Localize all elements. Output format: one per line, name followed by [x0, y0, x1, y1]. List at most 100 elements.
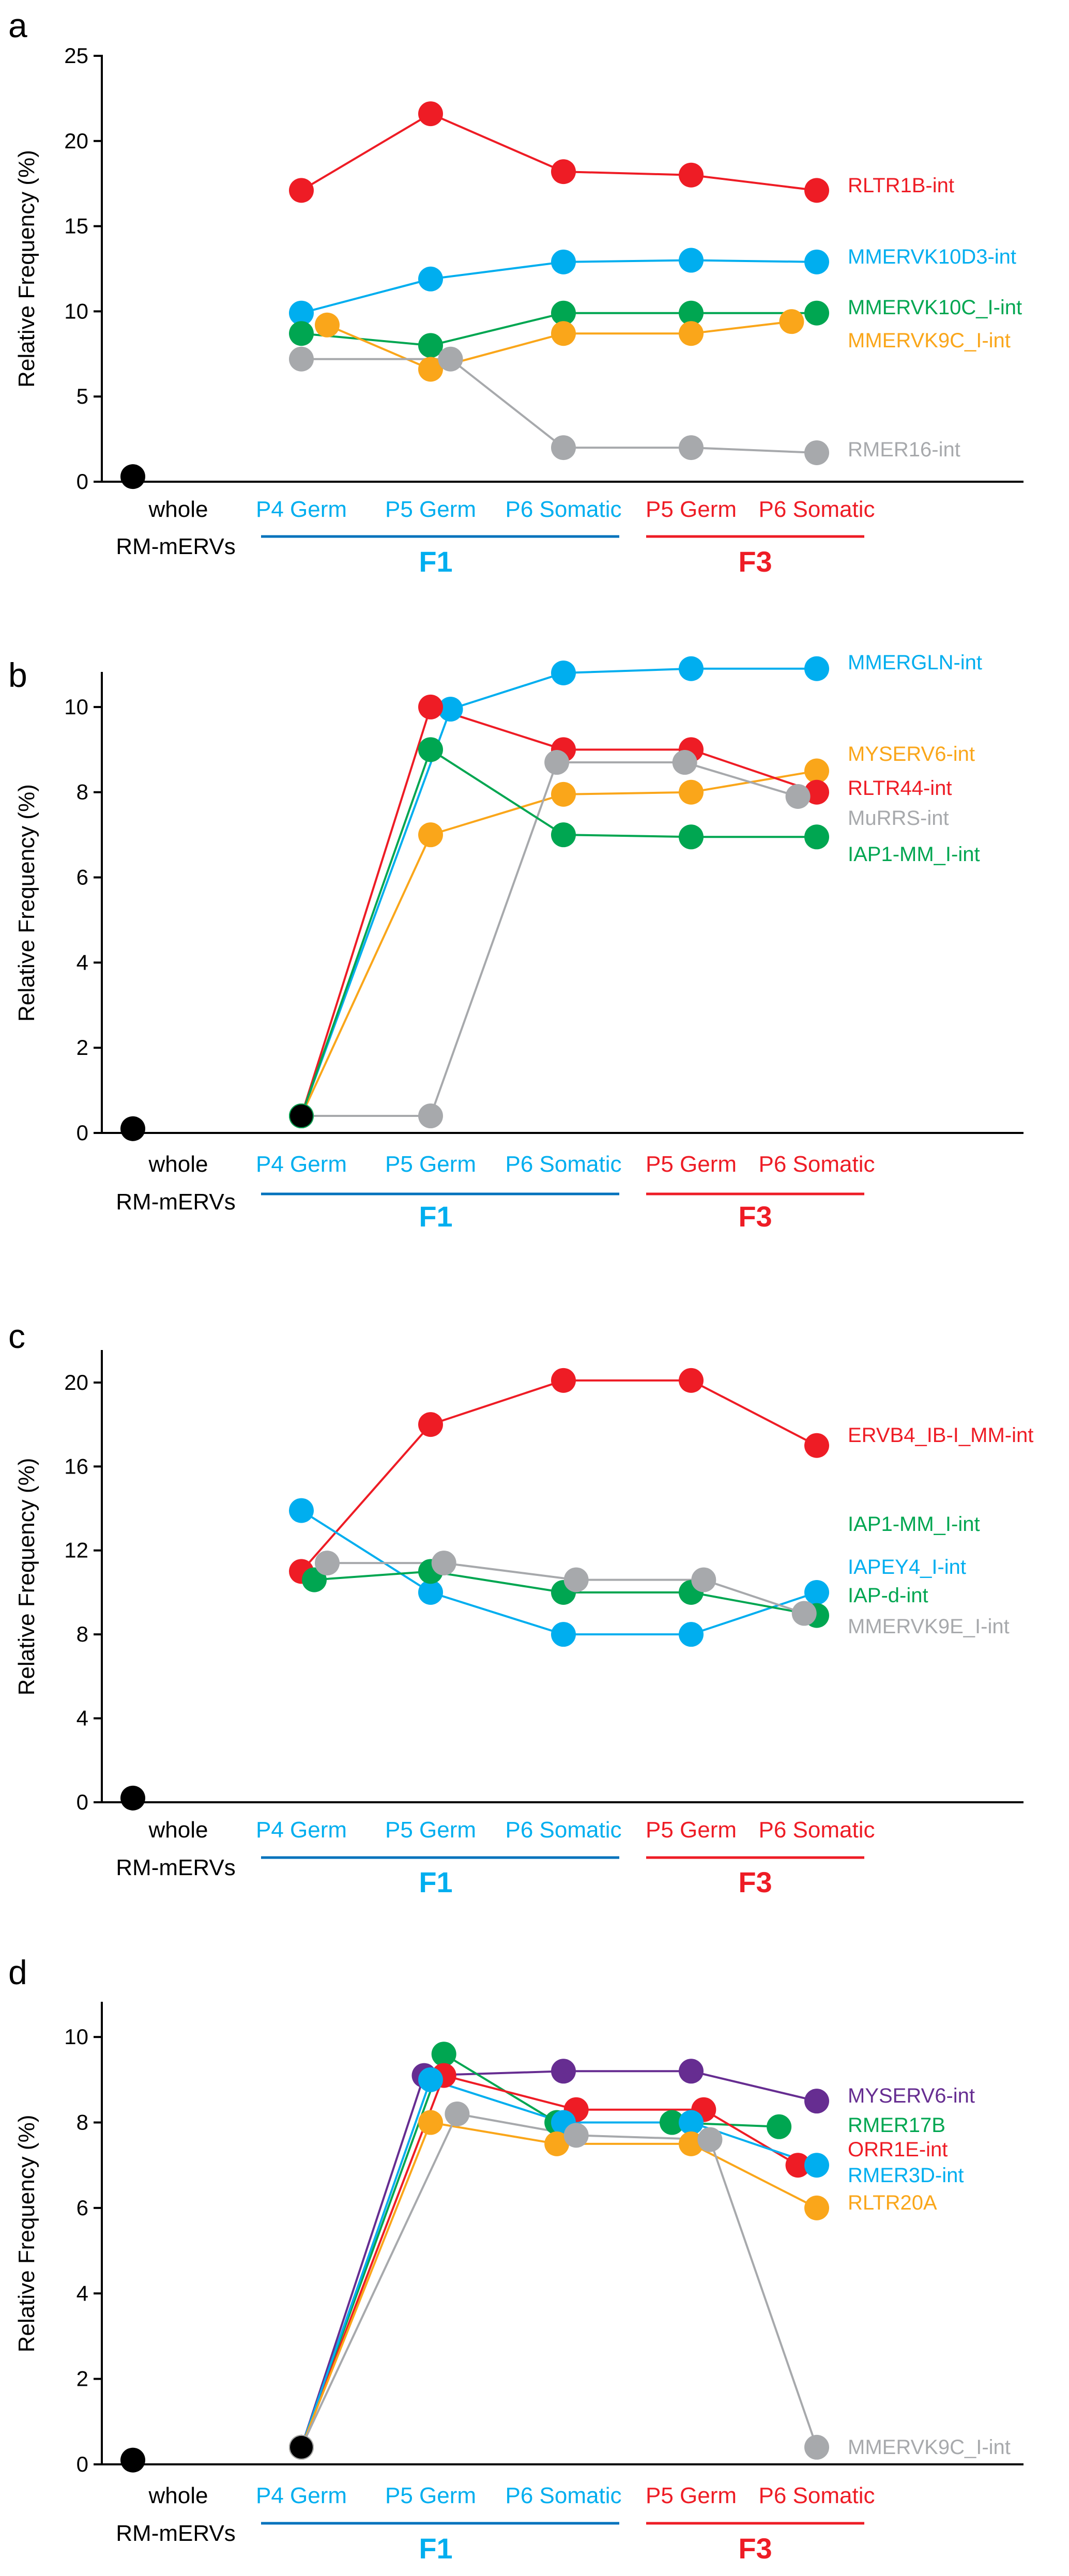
data-point	[418, 1580, 443, 1605]
y-axis-label: Relative Frequency (%)	[14, 784, 39, 1022]
series-label: MuRRS-int	[848, 807, 949, 830]
data-point	[679, 1622, 704, 1647]
data-point	[679, 779, 704, 805]
y-tick-label: 4	[77, 2281, 88, 2305]
y-tick-label: 6	[77, 865, 88, 890]
series-line	[300, 2112, 818, 2448]
data-point	[289, 1498, 314, 1523]
y-tick-label: 16	[64, 1454, 88, 1478]
data-point	[691, 1567, 716, 1592]
series-line	[300, 667, 817, 1116]
series-label: ORR1E-int	[848, 2138, 948, 2161]
group-label-f3: F3	[738, 1200, 772, 1233]
x-tick-label: P6 Somatic	[506, 1817, 622, 1843]
x-tick-label: P4 Germ	[256, 497, 347, 522]
data-point	[679, 824, 704, 850]
panel-letter: c	[8, 1317, 25, 1355]
data-point	[804, 2195, 829, 2220]
data-point	[804, 656, 829, 681]
series-line	[300, 1509, 817, 1636]
data-point	[659, 2110, 684, 2135]
y-tick-label: 10	[64, 2025, 88, 2049]
x-tick-label: P4 Germ	[256, 2483, 347, 2508]
x-tick-label-whole: whole	[148, 1817, 208, 1843]
data-point	[679, 2110, 704, 2135]
data-point	[551, 300, 576, 326]
series-label: MMERVK10D3-int	[848, 246, 1016, 268]
data-point	[431, 2042, 456, 2067]
x-tick-label-rm-mervs: RM-mERVs	[116, 1855, 235, 1880]
data-point	[679, 2059, 704, 2084]
data-point	[418, 357, 443, 382]
series-label: MMERVK9C_I-int	[848, 2436, 1011, 2459]
data-point	[563, 1567, 589, 1592]
data-point	[679, 1368, 704, 1393]
x-tick-label-whole: whole	[148, 1152, 208, 1177]
x-tick-label: P5 Germ	[646, 497, 737, 522]
data-point	[679, 162, 704, 188]
data-point	[418, 694, 443, 719]
x-tick-label: P4 Germ	[256, 1817, 347, 1843]
data-point	[551, 1368, 576, 1393]
data-point	[804, 2089, 829, 2114]
panel-letter: b	[8, 656, 27, 694]
data-point	[679, 435, 704, 461]
baseline-point	[120, 2447, 145, 2473]
group-label-f1: F1	[419, 1200, 452, 1233]
data-point	[551, 321, 576, 346]
panel-d: d 0 2 4 6 8 10 Relative Frequency (%) whole RM-mE…	[8, 1953, 1024, 2565]
data-point	[679, 248, 704, 273]
data-point	[791, 1601, 817, 1626]
data-point	[551, 435, 576, 461]
x-tick-label: P5 Germ	[385, 497, 476, 522]
data-point	[804, 1580, 829, 1605]
data-point	[804, 178, 829, 203]
data-point	[418, 1412, 443, 1437]
data-point	[767, 2114, 792, 2139]
data-point	[804, 2434, 829, 2460]
data-point	[804, 1433, 829, 1458]
series-label: IAP1-MM_I-int	[848, 843, 980, 866]
x-tick-label: P5 Germ	[646, 2483, 737, 2508]
series-label: RLTR20A	[848, 2191, 937, 2214]
x-tick-label-whole: whole	[148, 497, 208, 522]
x-tick-label: P5 Germ	[385, 1817, 476, 1843]
data-point	[418, 737, 443, 762]
data-point	[679, 656, 704, 681]
y-tick-label: 8	[77, 2110, 88, 2135]
data-point	[679, 2131, 704, 2156]
series-label: IAPEY4_I-int	[848, 1556, 966, 1578]
x-tick-label: P6 Somatic	[506, 2483, 622, 2508]
y-tick-label: 4	[77, 1706, 88, 1730]
x-tick-label-rm-mervs: RM-mERVs	[116, 2521, 235, 2546]
data-point	[804, 779, 829, 805]
data-point	[438, 346, 463, 372]
data-point	[804, 758, 829, 784]
data-point	[302, 1567, 327, 1592]
x-tick-label-whole: whole	[148, 2483, 208, 2508]
y-axis-label: Relative Frequency (%)	[14, 150, 39, 388]
data-point	[672, 750, 697, 775]
series-label: MYSERV6-int	[848, 2084, 975, 2107]
y-tick-label: 20	[64, 129, 88, 153]
group-label-f1: F1	[419, 1866, 452, 1898]
data-point	[551, 781, 576, 807]
data-point	[551, 2059, 576, 2084]
data-point	[785, 2153, 811, 2178]
x-tick-label: P6 Somatic	[759, 1152, 875, 1177]
series-label: MYSERV6-int	[848, 743, 975, 765]
y-tick-label: 0	[77, 2452, 88, 2476]
y-tick-label: 6	[77, 2196, 88, 2220]
data-point	[418, 822, 443, 848]
data-point	[289, 178, 314, 203]
group-label-f1: F1	[419, 2532, 452, 2565]
series-line	[300, 2121, 817, 2448]
data-point	[418, 333, 443, 358]
data-point	[418, 2067, 443, 2092]
x-tick-label: P6 Somatic	[759, 497, 875, 522]
data-point	[804, 440, 829, 465]
data-point	[418, 266, 443, 292]
x-tick-label-rm-mervs: RM-mERVs	[116, 534, 235, 559]
data-point	[804, 2153, 829, 2178]
start-point	[290, 2435, 313, 2459]
